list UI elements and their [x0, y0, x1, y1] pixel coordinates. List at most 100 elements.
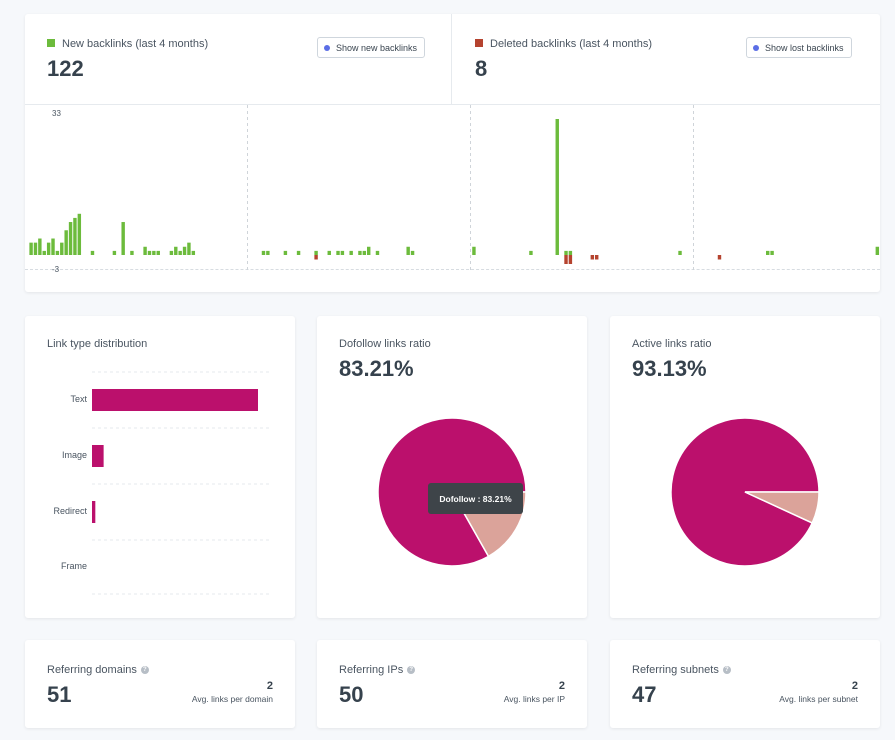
dot-icon: [324, 44, 330, 51]
new-backlink-bar: [555, 119, 559, 255]
new-backlink-bar: [130, 250, 134, 255]
new-backlink-bar: [169, 250, 174, 255]
deleted-backlink-bar: [595, 255, 599, 260]
new-backlink-bar: [60, 242, 64, 255]
new-backlink-bar: [766, 250, 770, 255]
y-axis-max-label: 33: [52, 109, 61, 118]
new-backlink-bar: [266, 250, 270, 255]
new-backlink-bar: [147, 250, 152, 255]
active-title: Active links ratio: [632, 338, 712, 350]
avg-links-per-ip-label: Avg. links per IP: [503, 694, 565, 704]
avg-links-per-ip-value: 2: [558, 680, 565, 692]
new-backlink-bar: [678, 250, 682, 255]
link-type-card: Link type distribution Text Image Redirect…: [25, 316, 295, 618]
referring-ips-card: Referring IPs? 50 2 Avg. links per IP: [317, 640, 587, 728]
new-backlink-bar: [152, 250, 156, 255]
dofollow-pie[interactable]: [317, 316, 587, 618]
link-type-bar-text: [92, 389, 258, 411]
active-rest-slice[interactable]: [744, 491, 820, 524]
deleted-backlinks-label: Deleted backlinks (last 4 months): [475, 38, 652, 50]
help-circle-icon[interactable]: ?: [407, 666, 416, 674]
new-backlinks-count: 122: [47, 56, 84, 81]
green-legend-icon: [47, 39, 55, 47]
referring-ips-value: 50: [339, 682, 364, 707]
link-type-label-image: Image: [61, 450, 87, 460]
new-backlink-bar: [340, 250, 345, 255]
deleted-backlink-bar: [314, 255, 318, 260]
avg-links-per-domain-value: 2: [266, 680, 273, 692]
dofollow-card: Dofollow links ratio 83.21% Dofollow : 8…: [317, 316, 587, 618]
timeline-svg: [29, 105, 880, 271]
new-backlink-bar: [33, 242, 38, 255]
new-backlink-bar: [296, 250, 301, 255]
new-backlink-bar: [362, 250, 367, 255]
new-backlink-bar: [568, 250, 573, 255]
deleted-backlink-bar: [564, 255, 568, 264]
y-axis-min-label: -3: [52, 265, 60, 274]
new-backlink-bar: [564, 250, 568, 255]
dofollow-title: Dofollow links ratio: [339, 338, 431, 350]
avg-links-per-subnet-label: Avg. links per subnet: [779, 694, 858, 704]
referring-domains-label: Referring domains?: [47, 664, 149, 676]
new-backlink-bar: [770, 250, 774, 255]
referring-subnets-card: Referring subnets? 47 2 Avg. links per s…: [610, 640, 880, 728]
new-backlink-bar: [358, 250, 362, 255]
deleted-backlink-bar: [568, 255, 573, 264]
link-type-label-redirect: Redirect: [53, 506, 87, 516]
new-backlink-bar: [182, 246, 187, 255]
new-backlink-bar: [55, 250, 60, 255]
deleted-backlinks-count: 8: [475, 56, 488, 81]
deleted-backlinks-panel: Deleted backlinks (last 4 months) 8 Show…: [453, 14, 880, 104]
new-backlink-bar: [38, 238, 42, 255]
backlinks-card: New backlinks (last 4 months) 122 Show n…: [25, 14, 880, 292]
link-type-label-frame: Frame: [60, 561, 87, 571]
new-backlink-bar: [51, 238, 55, 255]
avg-links-per-domain-label: Avg. links per domain: [191, 694, 273, 704]
red-legend-icon: [475, 39, 483, 47]
link-type-bar-redirect: [92, 501, 96, 523]
new-backlinks-label: New backlinks (last 4 months): [47, 38, 208, 50]
new-backlink-bar: [178, 250, 182, 255]
active-value: 93.13%: [632, 356, 707, 381]
new-backlink-bar: [529, 250, 533, 255]
show-lost-backlinks-button[interactable]: Show lost backlinks: [746, 37, 852, 58]
new-backlink-bar: [327, 250, 331, 255]
new-backlink-bar: [112, 250, 117, 255]
new-backlink-bar: [143, 246, 147, 255]
avg-links-per-subnet-value: 2: [851, 680, 858, 692]
new-backlink-bar: [90, 250, 95, 255]
dofollow-value: 83.21%: [339, 356, 414, 381]
referring-subnets-value: 47: [632, 682, 657, 707]
dofollow-tooltip: Dofollow : 83.21%: [428, 483, 523, 514]
link-type-bar-image: [92, 445, 104, 467]
referring-ips-label: Referring IPs?: [339, 664, 416, 676]
new-backlink-bar: [187, 242, 191, 255]
new-backlink-bar: [406, 246, 410, 255]
new-backlink-bar: [68, 222, 73, 255]
deleted-backlink-bar: [717, 255, 722, 260]
new-backlink-bar: [410, 250, 415, 255]
new-backlink-bar: [174, 246, 178, 255]
link-type-title: Link type distribution: [47, 338, 148, 350]
new-backlink-bar: [367, 246, 371, 255]
active-pie[interactable]: [610, 316, 880, 618]
referring-subnets-label: Referring subnets?: [632, 664, 731, 676]
new-backlink-bar: [314, 250, 318, 255]
new-backlink-bar: [375, 250, 380, 255]
new-backlink-bar: [191, 250, 196, 255]
new-backlink-bar: [77, 213, 82, 255]
new-backlink-bar: [349, 250, 353, 255]
new-backlink-bar: [73, 217, 77, 255]
new-backlink-bar: [336, 250, 340, 255]
deleted-backlink-bar: [590, 255, 595, 260]
help-circle-icon[interactable]: ?: [140, 666, 149, 674]
new-backlink-bar: [283, 250, 288, 255]
new-backlink-bar: [29, 242, 33, 255]
new-backlink-bar: [121, 222, 125, 255]
new-backlink-bar: [64, 230, 68, 255]
show-new-backlinks-button[interactable]: Show new backlinks: [317, 37, 426, 58]
new-backlink-bar: [472, 246, 476, 255]
new-backlink-bar: [875, 246, 880, 255]
new-backlink-bar: [42, 250, 46, 255]
help-circle-icon[interactable]: ?: [722, 666, 731, 674]
